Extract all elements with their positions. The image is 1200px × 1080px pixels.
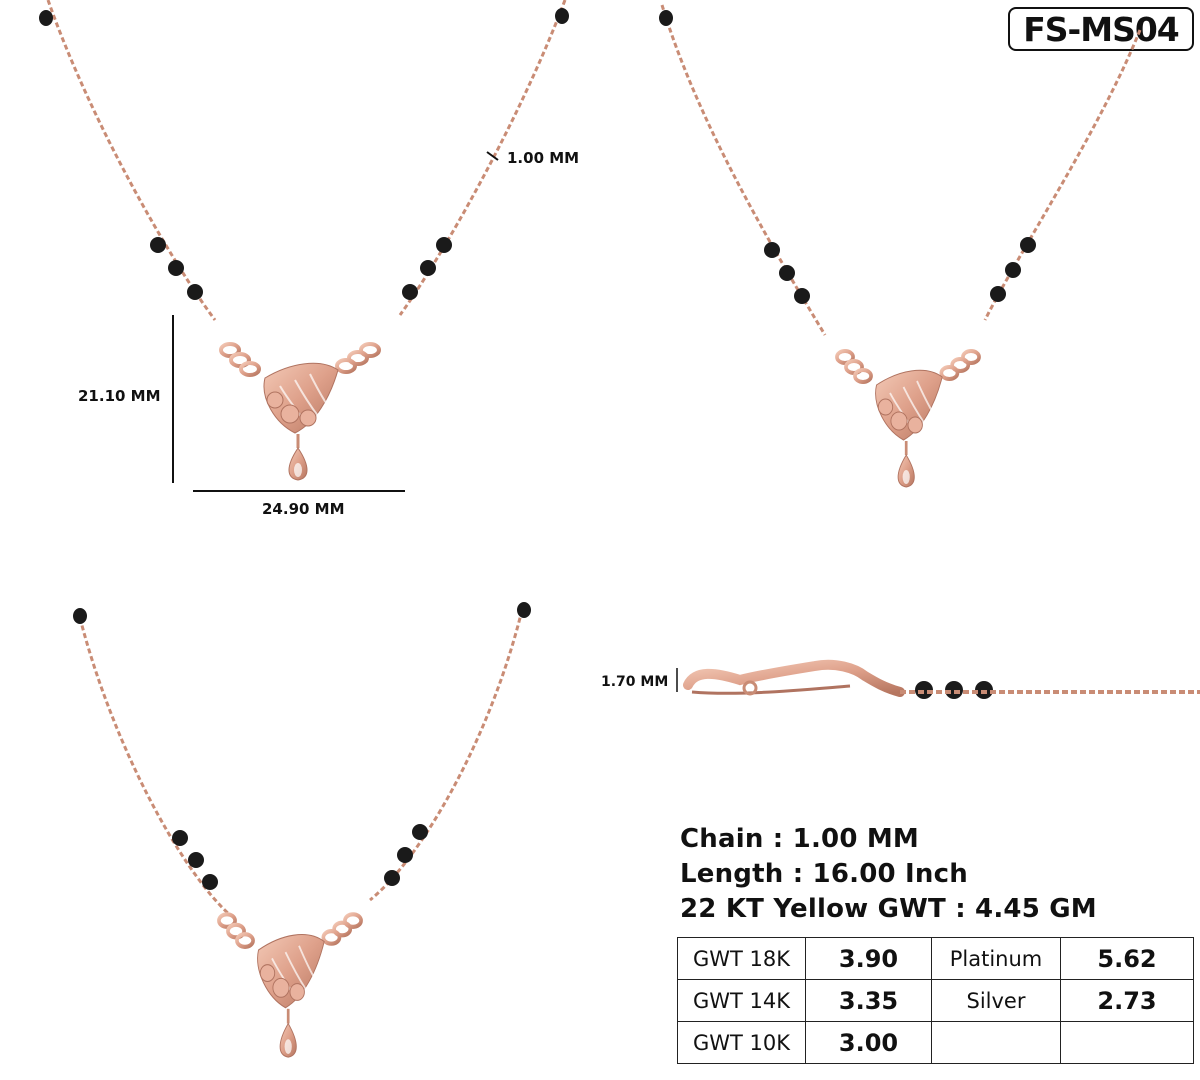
height-dimension-label: 21.10 MM	[78, 387, 161, 405]
product-code-badge: FS-MS04	[1008, 7, 1194, 51]
table-row: GWT 14K 3.35 Silver 2.73	[677, 979, 1194, 1022]
weight-label: GWT 10K	[677, 1021, 806, 1064]
necklace-profile-illustration	[676, 659, 1200, 699]
necklace-side-illustration	[73, 602, 531, 1080]
necklace-angled-view	[600, 0, 1200, 540]
necklace-front-view	[0, 0, 600, 540]
necklace-angled-illustration	[659, 4, 1142, 489]
weight-value: 3.35	[805, 979, 932, 1022]
chain-spec: Chain : 1.00 MM	[680, 824, 920, 854]
specifications: Chain : 1.00 MM Length : 16.00 Inch 22 K…	[680, 822, 1097, 927]
weight-value: 3.00	[805, 1021, 932, 1064]
table-row: GWT 10K 3.00	[677, 1021, 1194, 1064]
length-spec: Length : 16.00 Inch	[680, 859, 968, 889]
necklace-profile-view	[600, 640, 1200, 740]
metal-label: Platinum	[931, 937, 1061, 980]
weight-label: GWT 14K	[677, 979, 806, 1022]
thickness-dimension-label: 1.70 MM	[601, 674, 669, 690]
metal-value: 2.73	[1060, 979, 1194, 1022]
metal-label: Silver	[931, 979, 1061, 1022]
gross-weight-spec: 22 KT Yellow GWT : 4.45 GM	[680, 894, 1097, 924]
width-dimension-label: 24.90 MM	[262, 500, 345, 518]
necklace-front-illustration	[39, 0, 569, 492]
weight-value: 3.90	[805, 937, 932, 980]
table-row: GWT 18K 3.90 Platinum 5.62	[677, 937, 1194, 980]
chain-dimension-label: 1.00 MM	[507, 149, 580, 167]
metal-label	[931, 1021, 1061, 1064]
metal-value	[1060, 1021, 1194, 1064]
weight-label: GWT 18K	[677, 937, 806, 980]
metal-value: 5.62	[1060, 937, 1194, 980]
weight-table: GWT 18K 3.90 Platinum 5.62 GWT 14K 3.35 …	[677, 937, 1194, 1064]
necklace-side-view	[0, 540, 600, 1080]
